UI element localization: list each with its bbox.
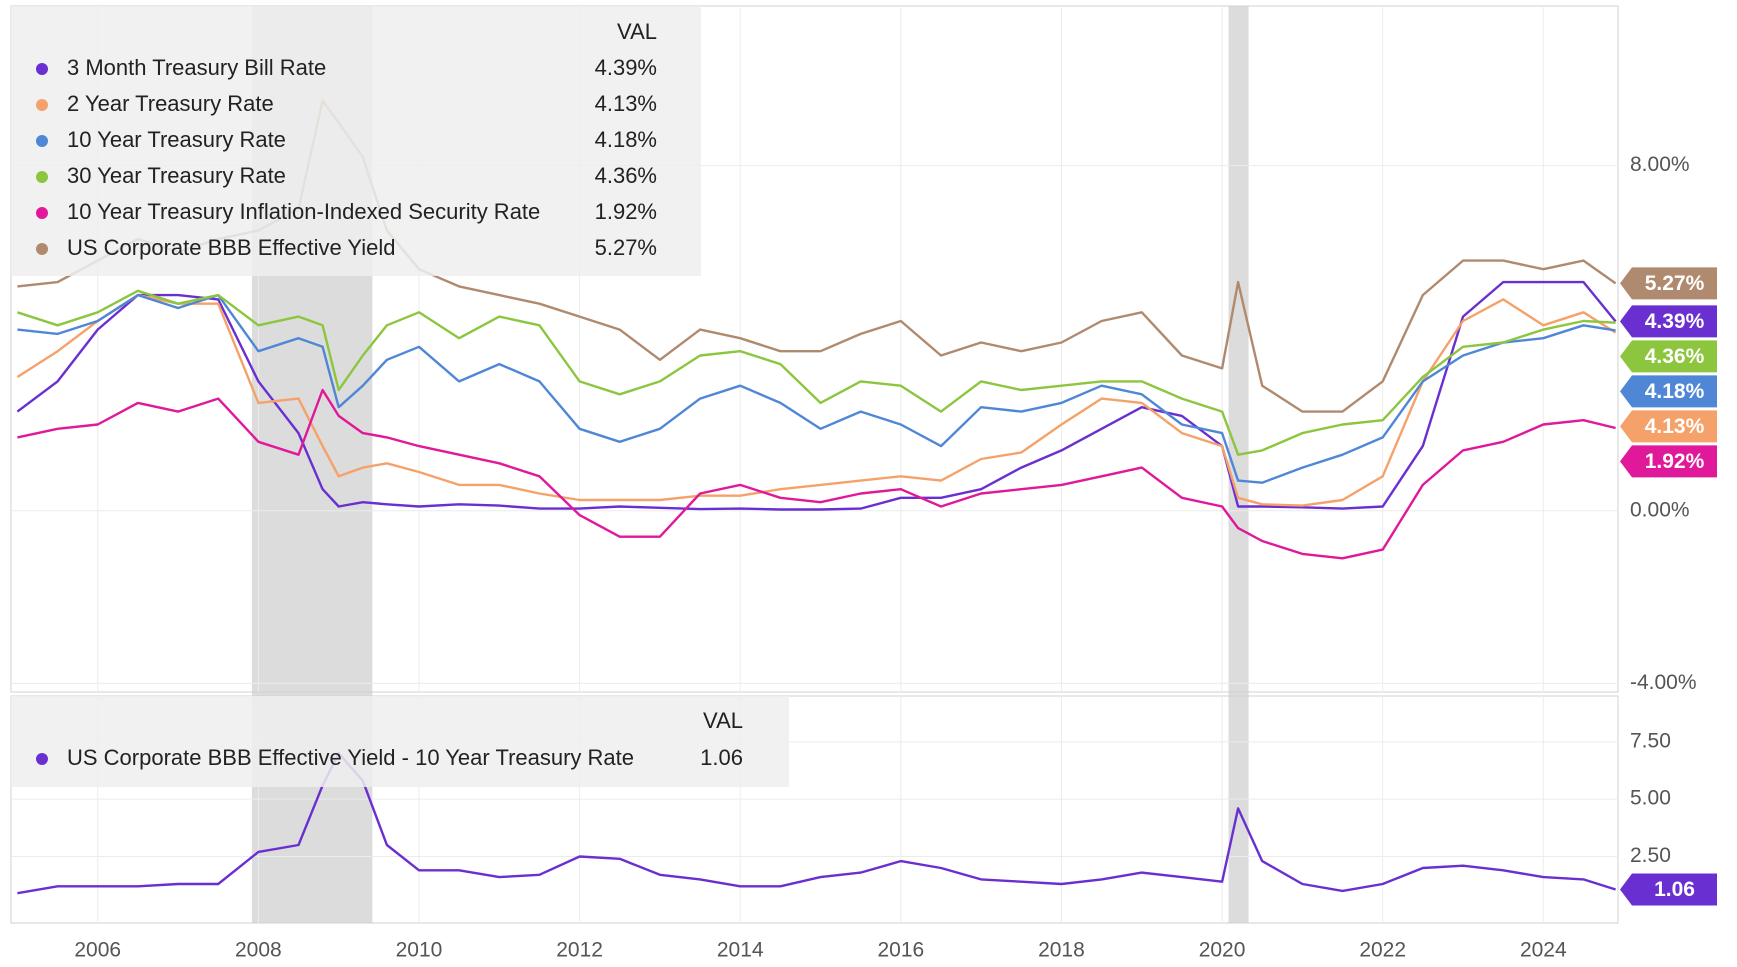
- x-tick-label: 2020: [1199, 939, 1246, 962]
- series-line: [17, 289, 1616, 456]
- x-tick-label: 2018: [1038, 939, 1085, 962]
- x-tick-label: 2022: [1359, 939, 1406, 962]
- legend-value: 4.18%: [595, 127, 657, 152]
- y-tick-label: 7.50: [1630, 729, 1671, 752]
- series-line: [17, 388, 1616, 560]
- legend-marker: [36, 207, 48, 219]
- legend-value: 5.27%: [595, 235, 657, 260]
- legend-label: 2 Year Treasury Rate: [67, 91, 274, 116]
- legend-value: 4.36%: [595, 163, 657, 188]
- legend-header: VAL: [617, 19, 657, 44]
- y-tick-label: 0.00%: [1630, 498, 1690, 521]
- legend-box: [11, 696, 789, 787]
- value-tag-label: 4.39%: [1645, 310, 1705, 333]
- series-line: [16, 293, 1617, 507]
- legend-label: 30 Year Treasury Rate: [67, 163, 286, 188]
- series-line: [17, 293, 1616, 484]
- legend-label: 10 Year Treasury Rate: [67, 127, 286, 152]
- x-tick-label: 2024: [1520, 939, 1567, 962]
- value-tag: [1620, 873, 1717, 906]
- legend-marker: [36, 243, 48, 255]
- panel-frame: [10, 695, 1619, 924]
- value-tag: [1620, 375, 1717, 408]
- value-tag-label: 4.13%: [1645, 415, 1705, 438]
- value-tag: [1620, 340, 1717, 373]
- y-tick-label: -4.00%: [1630, 671, 1697, 694]
- legend-label: 10 Year Treasury Inflation-Indexed Secur…: [67, 199, 540, 224]
- value-tag: [1620, 445, 1717, 478]
- value-tag: [1620, 410, 1717, 443]
- y-tick-label: 5.00: [1630, 787, 1671, 810]
- legend-marker: [36, 753, 48, 765]
- recession-shade: [1228, 6, 1249, 923]
- legend-header: VAL: [703, 708, 743, 733]
- value-tag: [1620, 267, 1717, 300]
- value-tag-label: 4.18%: [1645, 380, 1705, 403]
- value-tag-label: 5.27%: [1645, 272, 1705, 295]
- legend-value: 1.92%: [595, 199, 657, 224]
- legend-marker: [36, 135, 48, 147]
- legend-value: 4.13%: [595, 91, 657, 116]
- x-tick-label: 2016: [877, 939, 924, 962]
- legend-label: US Corporate BBB Effective Yield: [67, 235, 396, 260]
- value-tag: [1620, 305, 1717, 338]
- panel-frame: [10, 5, 1619, 693]
- legend-value: 1.06: [700, 745, 743, 770]
- value-tag-label: 1.06: [1654, 878, 1695, 901]
- y-tick-label: 2.50: [1630, 844, 1671, 867]
- x-tick-label: 2012: [556, 939, 603, 962]
- value-tag-label: 4.36%: [1645, 345, 1705, 368]
- x-tick-label: 2014: [717, 939, 764, 962]
- series-line: [17, 752, 1616, 895]
- legend-label: 3 Month Treasury Bill Rate: [67, 55, 326, 80]
- legend-marker: [36, 171, 48, 183]
- y-tick-label: 8.00%: [1630, 153, 1690, 176]
- legend-marker: [36, 99, 48, 111]
- x-tick-label: 2010: [396, 939, 443, 962]
- legend-value: 4.39%: [595, 55, 657, 80]
- legend-marker: [36, 63, 48, 75]
- x-tick-label: 2008: [235, 939, 282, 962]
- x-tick-label: 2006: [74, 939, 121, 962]
- value-tag-label: 1.92%: [1645, 450, 1705, 473]
- legend-label: US Corporate BBB Effective Yield - 10 Ye…: [67, 745, 634, 770]
- legend-box: [11, 6, 701, 276]
